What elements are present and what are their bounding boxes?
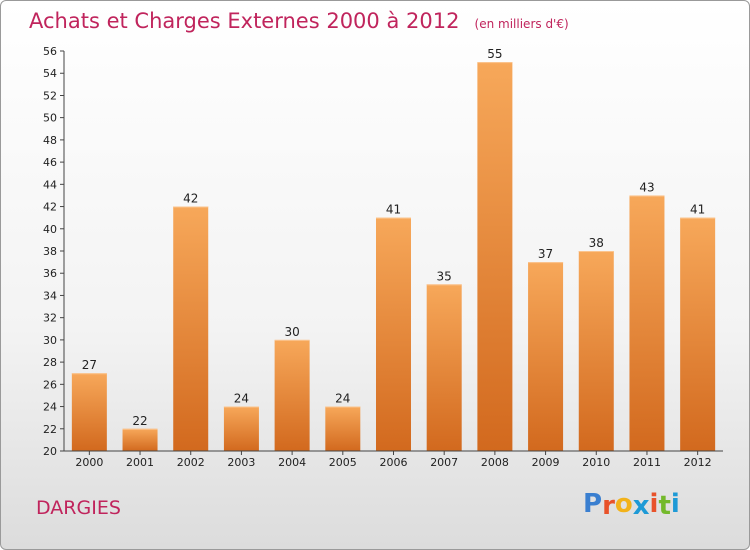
data-label-2000: 27	[82, 358, 97, 372]
x-tick-label: 2008	[481, 456, 509, 469]
x-tick-label: 2003	[227, 456, 255, 469]
bar-2012[interactable]	[680, 217, 716, 451]
data-label-2008: 55	[487, 47, 502, 61]
bar-2009[interactable]	[528, 262, 564, 451]
x-tick-label: 2012	[684, 456, 712, 469]
data-label-2002: 42	[183, 192, 198, 206]
logo-letter: r	[602, 491, 615, 521]
y-tick-label: 38	[43, 245, 57, 258]
data-label-2006: 41	[386, 203, 401, 217]
chart-title: Achats et Charges Externes 2000 à 2012	[29, 9, 460, 33]
logo-letter: P	[583, 489, 603, 519]
logo-letter: o	[614, 489, 633, 519]
data-label-2011: 43	[639, 180, 654, 194]
y-tick-label: 44	[43, 178, 57, 191]
x-tick-label: 2009	[532, 456, 560, 469]
y-tick-label: 26	[43, 378, 57, 391]
bar-2008[interactable]	[477, 62, 513, 451]
bars: 27 22 42 24 30 24 41 35 55 37 38 43 41	[71, 47, 716, 451]
logo-letter: i	[649, 489, 659, 519]
data-label-2005: 24	[335, 392, 350, 406]
y-tick-label: 32	[43, 312, 57, 325]
bar-2007[interactable]	[426, 284, 462, 451]
y-tick-label: 52	[43, 89, 57, 102]
bar-2002[interactable]	[173, 206, 209, 451]
data-label-2012: 41	[690, 203, 705, 217]
y-tick-label: 34	[43, 289, 57, 302]
data-label-2009: 37	[538, 247, 553, 261]
bar-2005[interactable]	[325, 406, 361, 451]
y-tick-label: 28	[43, 356, 57, 369]
y-tick-label: 40	[43, 223, 57, 236]
logo-letter: x	[632, 491, 650, 521]
y-tick-label: 48	[43, 134, 57, 147]
y-tick-label: 36	[43, 267, 57, 280]
y-tick-label: 46	[43, 156, 57, 169]
x-axis: 2000 2001 2002 2003 2004 2005 2006 2007 2008 2009…	[64, 450, 723, 469]
bar-2011[interactable]	[629, 195, 665, 451]
y-tick-label: 42	[43, 201, 57, 214]
bar-2001[interactable]	[122, 428, 158, 451]
bar-2004[interactable]	[274, 339, 310, 451]
proxiti-logo[interactable]: Proxiti	[583, 489, 680, 521]
x-tick-label: 2010	[582, 456, 610, 469]
y-tick-label: 20	[43, 445, 57, 458]
y-tick-label: 50	[43, 112, 57, 125]
x-tick-label: 2006	[380, 456, 408, 469]
y-tick-label: 22	[43, 423, 57, 436]
x-tick-label: 2005	[329, 456, 357, 469]
x-tick-label: 2002	[177, 456, 205, 469]
logo-letter: i	[670, 489, 680, 519]
bar-2010[interactable]	[578, 251, 614, 451]
chart-title-group: Achats et Charges Externes 2000 à 2012 (…	[29, 9, 569, 33]
data-label-2007: 35	[437, 269, 452, 283]
data-label-2001: 22	[132, 414, 147, 428]
y-tick-label: 30	[43, 334, 57, 347]
chart-unit: (en milliers d'€)	[474, 17, 569, 31]
x-tick-label: 2000	[75, 456, 103, 469]
commune-name: DARGIES	[36, 497, 121, 519]
data-label-2010: 38	[589, 236, 604, 250]
bar-2006[interactable]	[376, 217, 411, 451]
bar-2003[interactable]	[223, 406, 259, 451]
logo-letter: t	[658, 491, 671, 521]
y-axis: 20 22 24 26 28 30 32 34 36 38 40 42 44 46 48 50 52 54 56	[43, 45, 65, 458]
x-tick-label: 2004	[278, 456, 306, 469]
y-tick-label: 54	[43, 67, 57, 80]
x-tick-label: 2011	[633, 456, 661, 469]
x-tick-label: 2001	[126, 456, 154, 469]
y-tick-label: 24	[43, 401, 57, 414]
y-tick-label: 56	[43, 45, 57, 58]
bar-2000[interactable]	[71, 373, 107, 451]
data-label-2003: 24	[234, 392, 249, 406]
data-label-2004: 30	[284, 325, 299, 339]
x-tick-label: 2007	[430, 456, 458, 469]
